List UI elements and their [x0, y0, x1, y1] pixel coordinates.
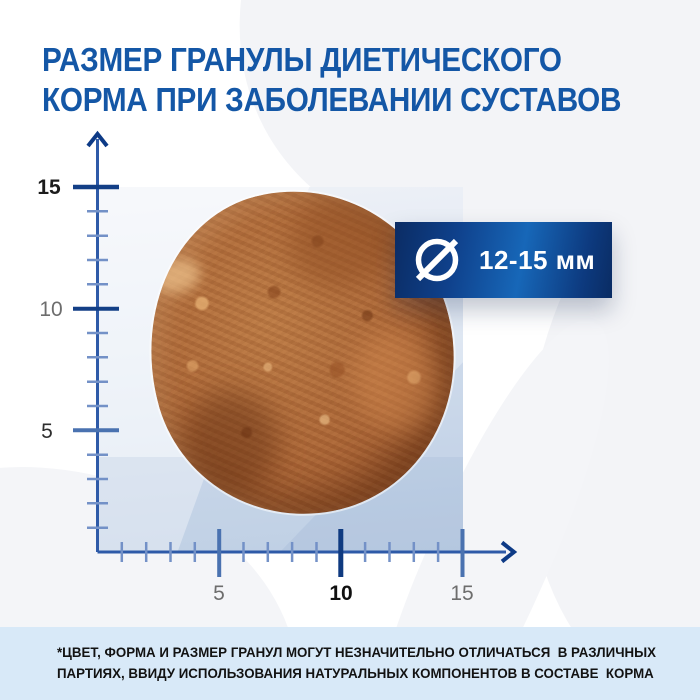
footnote-line1: *ЦВЕТ, ФОРМА И РАЗМЕР ГРАНУЛ МОГУТ НЕЗНА… — [57, 644, 657, 660]
y-tick-label-10: 10 — [39, 298, 62, 321]
badge-size-label: 12-15 мм — [479, 244, 596, 275]
y-tick-label-5: 5 — [41, 420, 53, 443]
kibble-texture-patch — [342, 321, 451, 443]
footnote-line2: ПАРТИЯХ, ВВИДУ ИСПОЛЬЗОВАНИЯ НАТУРАЛЬНЫХ… — [57, 665, 654, 681]
page-title: РАЗМЕР ГРАНУЛЫ ДИЕТИЧЕСКОГО КОРМА ПРИ ЗА… — [42, 40, 700, 120]
x-tick-label-10: 10 — [329, 582, 352, 605]
page-title-line1: РАЗМЕР ГРАНУЛЫ ДИЕТИЧЕСКОГО — [42, 41, 562, 78]
axis-arrow-up-icon — [86, 130, 109, 148]
y-tick-label-15: 15 — [37, 176, 61, 199]
diameter-badge: 12-15 мм — [395, 222, 612, 298]
diameter-icon — [415, 238, 459, 282]
page-title-line2: КОРМА ПРИ ЗАБОЛЕВАНИИ СУСТАВОВ — [42, 81, 622, 118]
footer-band: *ЦВЕТ, ФОРМА И РАЗМЕР ГРАНУЛ МОГУТ НЕЗНА… — [0, 627, 700, 700]
